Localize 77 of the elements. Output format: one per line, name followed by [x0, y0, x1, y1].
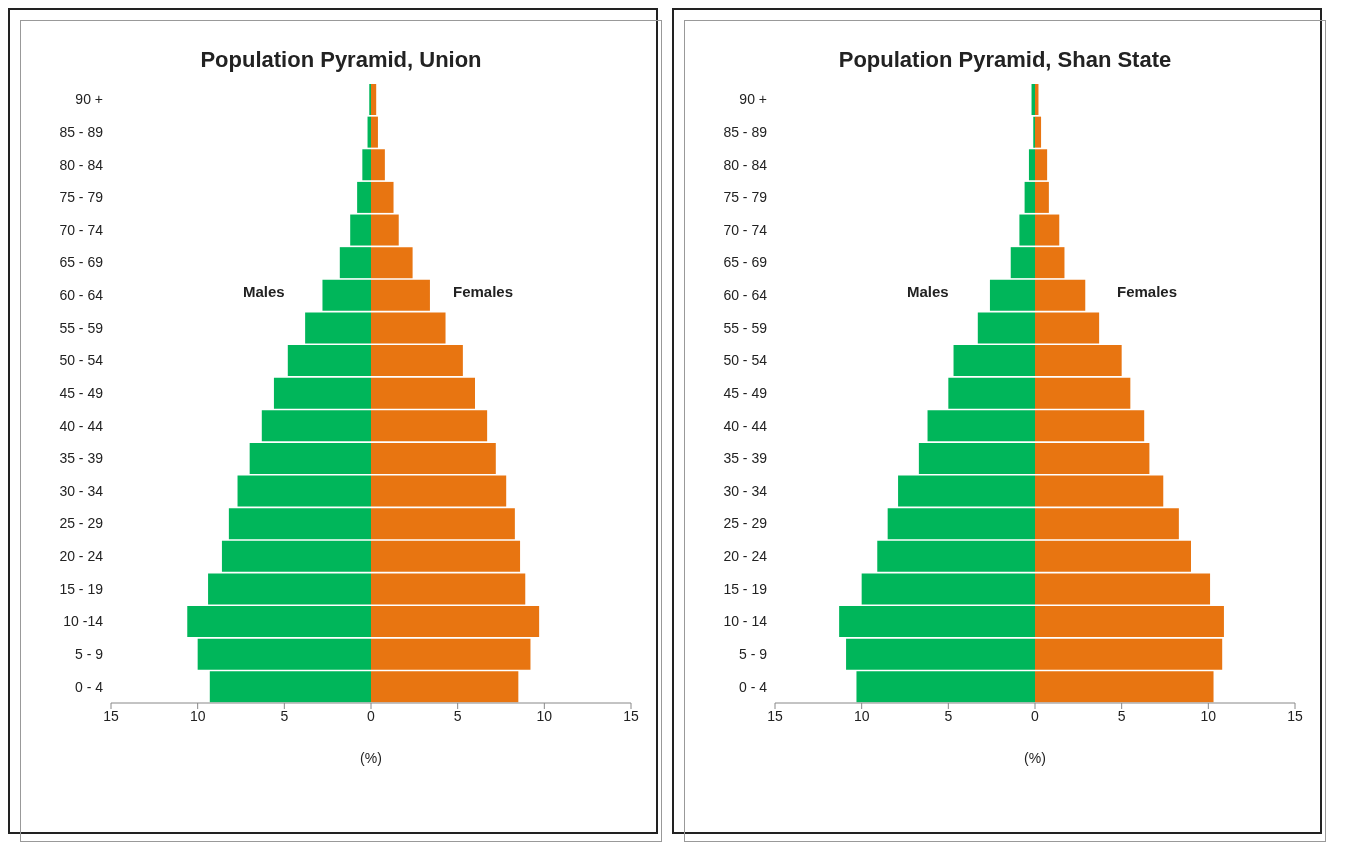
series-label: Females [453, 283, 514, 300]
y-tick-label: 35 - 39 [723, 450, 768, 467]
y-tick-label: 45 - 49 [59, 384, 104, 401]
x-tick-label: 15 [623, 707, 639, 724]
y-tick-label: 0 - 4 [738, 678, 768, 695]
bar [357, 181, 371, 213]
x-tick-label: 5 [1117, 707, 1126, 724]
y-tick-label: 80 - 84 [723, 156, 768, 173]
x-tick-label: 15 [1287, 707, 1303, 724]
y-tick-label: 5 - 9 [74, 646, 104, 663]
bar [839, 606, 1035, 638]
y-tick-label: 70 - 74 [723, 221, 768, 238]
y-tick-label: 10 -14 [63, 613, 104, 630]
y-tick-label: 50 - 54 [59, 352, 104, 369]
y-tick-label: 20 - 24 [723, 548, 768, 565]
bar [1035, 181, 1049, 213]
x-tick-label: 10 [1200, 707, 1217, 724]
bar [249, 442, 371, 474]
y-tick-label: 90 + [75, 91, 103, 108]
series-label: Females [1117, 283, 1178, 300]
y-tick-label: 0 - 4 [74, 678, 104, 695]
bar [953, 345, 1035, 377]
y-tick-label: 30 - 34 [723, 482, 768, 499]
chart-title: Population Pyramid, Union [199, 47, 483, 73]
bar [371, 84, 377, 115]
bar [1035, 345, 1122, 377]
x-tick-label: 5 [944, 707, 953, 724]
y-tick-label: 55 - 59 [59, 319, 104, 336]
x-tick-label: 10 [853, 707, 870, 724]
y-tick-label: 85 - 89 [723, 123, 768, 140]
x-axis-title: (%) [360, 750, 382, 766]
bar [1035, 442, 1150, 474]
x-tick-label: 10 [189, 707, 206, 724]
x-tick-label: 0 [367, 707, 376, 724]
y-tick-label: 15 - 19 [723, 580, 768, 597]
bar [371, 606, 540, 638]
y-tick-label: 40 - 44 [723, 417, 768, 434]
y-tick-label: 15 - 19 [59, 580, 104, 597]
y-tick-label: 40 - 44 [59, 417, 104, 434]
y-tick-label: 80 - 84 [59, 156, 104, 173]
y-tick-label: 20 - 24 [59, 548, 104, 565]
x-tick-label: 5 [280, 707, 289, 724]
chart-title: Population Pyramid, Shan State [837, 47, 1173, 73]
x-tick-label: 15 [103, 707, 119, 724]
y-tick-label: 65 - 69 [59, 254, 104, 271]
bar [371, 181, 394, 213]
bar [1024, 181, 1035, 213]
y-tick-label: 75 - 79 [59, 189, 104, 206]
y-tick-label: 65 - 69 [723, 254, 768, 271]
bar [371, 442, 496, 474]
y-tick-label: 70 - 74 [59, 221, 104, 238]
y-tick-label: 60 - 64 [59, 287, 104, 304]
bar [1035, 606, 1224, 638]
y-tick-label: 45 - 49 [723, 384, 768, 401]
x-tick-label: 5 [453, 707, 462, 724]
x-tick-label: 15 [767, 707, 783, 724]
y-tick-label: 90 + [739, 91, 767, 108]
y-tick-label: 85 - 89 [59, 123, 104, 140]
y-tick-label: 60 - 64 [723, 287, 768, 304]
y-tick-label: 25 - 29 [723, 515, 768, 532]
y-tick-label: 35 - 39 [59, 450, 104, 467]
series-label: Males [243, 283, 285, 300]
y-tick-label: 75 - 79 [723, 189, 768, 206]
x-axis-title: (%) [1024, 750, 1046, 766]
y-tick-label: 5 - 9 [738, 646, 768, 663]
y-tick-label: 55 - 59 [723, 319, 768, 336]
y-tick-label: 30 - 34 [59, 482, 104, 499]
text: Males [907, 283, 949, 300]
y-tick-label: 25 - 29 [59, 515, 104, 532]
y-tick-label: 10 - 14 [723, 613, 768, 630]
bar [187, 606, 371, 638]
x-tick-label: 0 [1031, 707, 1040, 724]
bar [287, 345, 371, 377]
bar [371, 345, 463, 377]
x-tick-label: 10 [536, 707, 553, 724]
y-tick-label: 50 - 54 [723, 352, 768, 369]
bar [918, 442, 1035, 474]
